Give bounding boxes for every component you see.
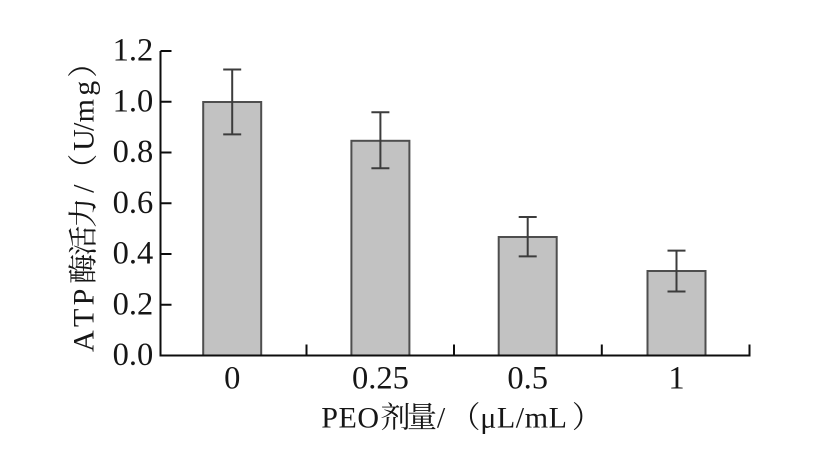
svg-text:PEO: PEO [321, 402, 379, 435]
svg-text:0.5: 0.5 [507, 361, 548, 397]
svg-text:0.25: 0.25 [352, 361, 409, 397]
svg-text:A: A [68, 330, 101, 352]
svg-text:1.0: 1.0 [113, 83, 154, 119]
svg-text:1: 1 [668, 361, 684, 397]
svg-text:0.2: 0.2 [113, 286, 154, 322]
svg-text:/: / [68, 122, 101, 131]
svg-text:0.8: 0.8 [113, 134, 154, 170]
svg-text:1.2: 1.2 [113, 33, 154, 69]
svg-text:/: / [437, 402, 446, 435]
svg-text:T: T [68, 309, 101, 327]
svg-text:0.6: 0.6 [113, 185, 154, 221]
svg-text:U: U [68, 129, 101, 151]
svg-text:/: / [68, 184, 101, 193]
svg-text:P: P [68, 289, 101, 306]
svg-text:m: m [68, 99, 101, 122]
svg-text:0.4: 0.4 [113, 236, 154, 272]
svg-text:g: g [68, 81, 101, 96]
svg-text:0: 0 [224, 361, 240, 397]
svg-text:0.0: 0.0 [113, 337, 154, 373]
svg-text:μL/mL: μL/mL [480, 402, 567, 435]
